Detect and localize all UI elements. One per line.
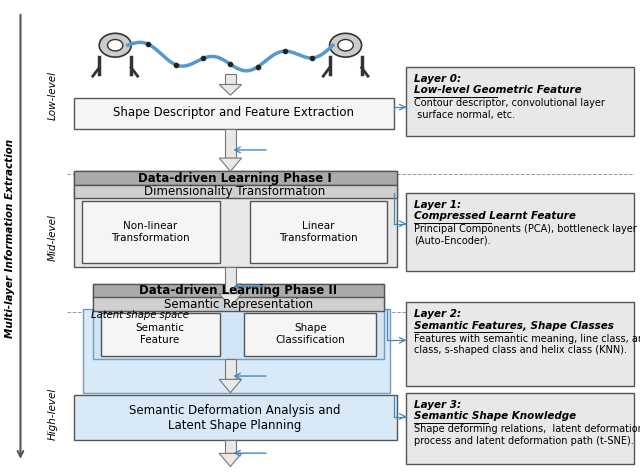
Text: Mid-level: Mid-level xyxy=(48,215,58,261)
Text: Shape Descriptor and Feature Extraction: Shape Descriptor and Feature Extraction xyxy=(113,106,354,119)
Bar xyxy=(82,201,220,263)
Text: Dimensionality Transformation: Dimensionality Transformation xyxy=(144,185,326,198)
Bar xyxy=(93,284,384,298)
Circle shape xyxy=(338,40,353,51)
Text: Layer 2:: Layer 2: xyxy=(414,309,461,319)
Bar xyxy=(406,393,634,464)
Polygon shape xyxy=(219,379,242,393)
Bar xyxy=(101,313,220,356)
Bar xyxy=(74,98,394,129)
Text: Semantic Shape Knowledge: Semantic Shape Knowledge xyxy=(414,411,576,421)
Bar xyxy=(225,129,236,158)
Text: Multi-layer Information Extraction: Multi-layer Information Extraction xyxy=(4,139,15,337)
Bar xyxy=(74,395,397,440)
Bar xyxy=(406,302,634,386)
Text: Layer 0:: Layer 0: xyxy=(414,74,461,84)
Text: Semantic Deformation Analysis and
Latent Shape Planning: Semantic Deformation Analysis and Latent… xyxy=(129,404,340,432)
Polygon shape xyxy=(219,453,242,466)
Polygon shape xyxy=(219,294,242,307)
Text: Contour descriptor, convolutional layer
 surface normal, etc.: Contour descriptor, convolutional layer … xyxy=(414,98,605,119)
Bar xyxy=(93,298,384,311)
Text: Layer 1:: Layer 1: xyxy=(414,200,461,210)
Circle shape xyxy=(108,40,123,51)
Text: Data-driven Learning Phase II: Data-driven Learning Phase II xyxy=(139,284,337,298)
Bar xyxy=(406,193,634,271)
Bar xyxy=(250,201,387,263)
Text: Semantic
Feature: Semantic Feature xyxy=(136,323,184,345)
Text: Latent shape space: Latent shape space xyxy=(91,310,189,320)
Text: Data-driven Learning Phase I: Data-driven Learning Phase I xyxy=(138,171,332,185)
Polygon shape xyxy=(219,85,242,95)
Text: Low-level: Low-level xyxy=(48,71,58,119)
Bar xyxy=(225,267,236,294)
Bar xyxy=(74,171,397,267)
Circle shape xyxy=(99,33,131,57)
Bar xyxy=(74,185,397,198)
Bar xyxy=(225,74,236,85)
Bar xyxy=(83,309,390,393)
Bar xyxy=(406,67,634,136)
Bar xyxy=(225,440,236,453)
Text: Shape deforming relations,  latent deformation
process and latent deformation pa: Shape deforming relations, latent deform… xyxy=(414,424,640,446)
Bar xyxy=(93,284,384,359)
Bar xyxy=(74,171,397,185)
Text: High-level: High-level xyxy=(48,388,58,440)
Text: Compressed Learnt Feature: Compressed Learnt Feature xyxy=(414,211,576,221)
Bar xyxy=(225,359,236,379)
Text: Semantic Features, Shape Classes: Semantic Features, Shape Classes xyxy=(414,321,614,331)
Text: Principal Components (PCA), bottleneck layer
(Auto-Encoder).: Principal Components (PCA), bottleneck l… xyxy=(414,224,637,246)
Text: Layer 3:: Layer 3: xyxy=(414,400,461,410)
Text: Linear
Transformation: Linear Transformation xyxy=(279,221,357,243)
Bar xyxy=(244,313,376,356)
Circle shape xyxy=(330,33,362,57)
Text: Shape
Classification: Shape Classification xyxy=(276,323,345,345)
Text: Non-linear
Transformation: Non-linear Transformation xyxy=(111,221,189,243)
Text: Low-level Geometric Feature: Low-level Geometric Feature xyxy=(414,85,582,95)
Text: Semantic Representation: Semantic Representation xyxy=(163,298,313,311)
Text: Features with semantic meaning, line class, arch
class, s-shaped class and helix: Features with semantic meaning, line cla… xyxy=(414,334,640,355)
Polygon shape xyxy=(219,158,242,171)
